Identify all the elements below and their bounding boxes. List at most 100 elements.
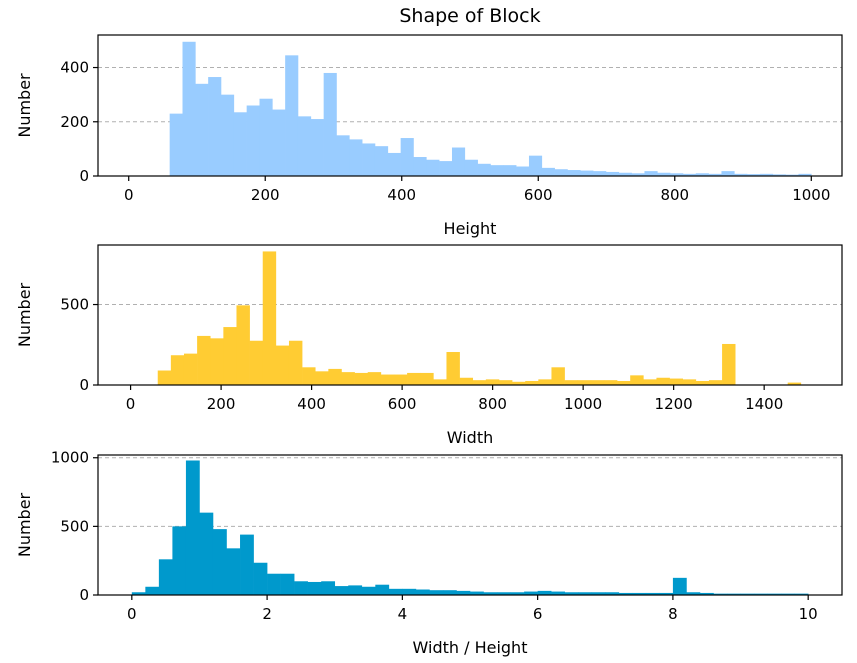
- histogram-bar: [354, 372, 369, 385]
- histogram-bar: [722, 343, 736, 385]
- histogram-bar: [699, 592, 714, 595]
- x-tick-label: 1000: [792, 186, 830, 204]
- histogram-bar: [659, 592, 674, 595]
- histogram-bar: [564, 592, 579, 595]
- histogram-bar: [618, 592, 633, 595]
- histogram-bar: [402, 588, 417, 595]
- histogram-bar: [708, 380, 723, 385]
- histogram-bar: [294, 581, 308, 595]
- histogram-bar: [267, 573, 281, 595]
- histogram-bar: [280, 573, 295, 595]
- histogram-bar: [630, 375, 644, 385]
- y-tick-label: 500: [60, 517, 89, 535]
- histogram-bar: [564, 380, 579, 385]
- histogram-bar: [388, 588, 403, 595]
- histogram-bar: [632, 592, 647, 595]
- histogram-bar: [682, 173, 697, 176]
- histogram-bar: [199, 512, 214, 595]
- histogram-bar: [516, 166, 530, 176]
- histogram-bar: [415, 589, 430, 595]
- histogram-bar: [169, 113, 183, 176]
- histogram-bar: [158, 559, 173, 595]
- histogram-bar: [593, 171, 607, 176]
- chart-title: Shape of Block: [399, 5, 540, 27]
- histogram-bar: [323, 72, 337, 176]
- x-tick-label: 1400: [745, 395, 783, 413]
- histogram-bar: [145, 586, 160, 595]
- x-tick-label: 1200: [655, 395, 693, 413]
- histogram-bar: [485, 379, 500, 385]
- histogram-bar: [315, 371, 329, 385]
- histogram-bar: [682, 379, 697, 385]
- histogram-bar: [240, 534, 254, 595]
- histogram-bar: [747, 174, 761, 176]
- x-tick-label: 600: [524, 186, 553, 204]
- x-tick-label: 400: [297, 395, 326, 413]
- x-tick-label: 0: [124, 186, 134, 204]
- x-tick-label: 2: [262, 605, 272, 623]
- histogram-bar: [643, 379, 657, 385]
- plot-frame: [97, 454, 843, 596]
- x-tick-label: 0: [127, 605, 137, 623]
- histogram-bar: [578, 592, 593, 595]
- x-tick-label: 800: [660, 186, 689, 204]
- histogram-bar: [512, 381, 526, 385]
- histogram-bar: [182, 41, 196, 177]
- histogram-bar: [302, 367, 316, 385]
- histogram-bar: [686, 592, 701, 595]
- y-tick-label: 0: [79, 167, 89, 185]
- histogram-bar: [657, 172, 671, 176]
- y-tick-label: 400: [60, 59, 89, 77]
- histogram-bar: [456, 590, 471, 595]
- histogram-bar: [577, 380, 592, 385]
- histogram-bar: [713, 593, 728, 595]
- histogram-bar: [407, 372, 421, 385]
- x-tick-label: 800: [478, 395, 507, 413]
- y-axis-label: Number: [15, 73, 34, 138]
- histogram-bar: [185, 460, 200, 595]
- y-tick-label: 0: [79, 586, 89, 604]
- histogram-bar: [670, 173, 684, 176]
- histogram-bar: [183, 353, 198, 385]
- histogram-bar: [541, 167, 555, 176]
- subplot-2: 0 200 400 600 800 1000 1200 1400 0 500 Width Number: [15, 244, 843, 447]
- histogram-bar: [400, 138, 414, 176]
- histogram-bar: [433, 379, 447, 385]
- histogram-bar: [617, 380, 631, 385]
- histogram-bar: [288, 340, 303, 385]
- histogram-bar: [734, 173, 748, 176]
- histogram-bar: [567, 170, 581, 176]
- x-axis-label: Width / Height: [413, 638, 528, 657]
- histogram-bar: [157, 370, 172, 385]
- histogram-bar: [618, 172, 632, 176]
- histogram-bar: [605, 592, 620, 595]
- histogram-bar: [483, 592, 498, 595]
- histogram-bar: [393, 374, 408, 385]
- histogram-bar: [451, 147, 466, 176]
- histogram-bar: [477, 163, 491, 176]
- histogram-bar: [603, 380, 618, 385]
- subplot-3: 0 2 4 6 8 10 0 500 1000 Width / Height Number: [15, 449, 843, 657]
- histogram-bar: [470, 591, 484, 595]
- histogram-bar: [334, 586, 349, 595]
- histogram-bar: [446, 352, 460, 385]
- histogram-bar: [223, 327, 237, 385]
- histogram-bar: [285, 55, 299, 176]
- histogram-bar: [498, 380, 513, 385]
- subplot-1: 0 200 400 600 800 1000 0 200 400 Height Number: [15, 34, 843, 238]
- x-tick-label: 4: [398, 605, 408, 623]
- histogram-bar: [439, 161, 453, 176]
- histogram-bar: [259, 98, 273, 176]
- histogram-bar: [785, 174, 799, 176]
- y-axis-label: Number: [15, 282, 34, 347]
- histogram-bar: [537, 590, 552, 595]
- histogram-bar: [794, 593, 809, 595]
- histogram-bar: [131, 592, 146, 595]
- histogram-bar: [310, 119, 324, 176]
- histogram-bar: [740, 593, 755, 595]
- histogram-bar: [426, 159, 440, 176]
- histogram-bar: [524, 591, 538, 595]
- histogram-bar: [336, 135, 350, 176]
- histogram-bar: [631, 173, 645, 176]
